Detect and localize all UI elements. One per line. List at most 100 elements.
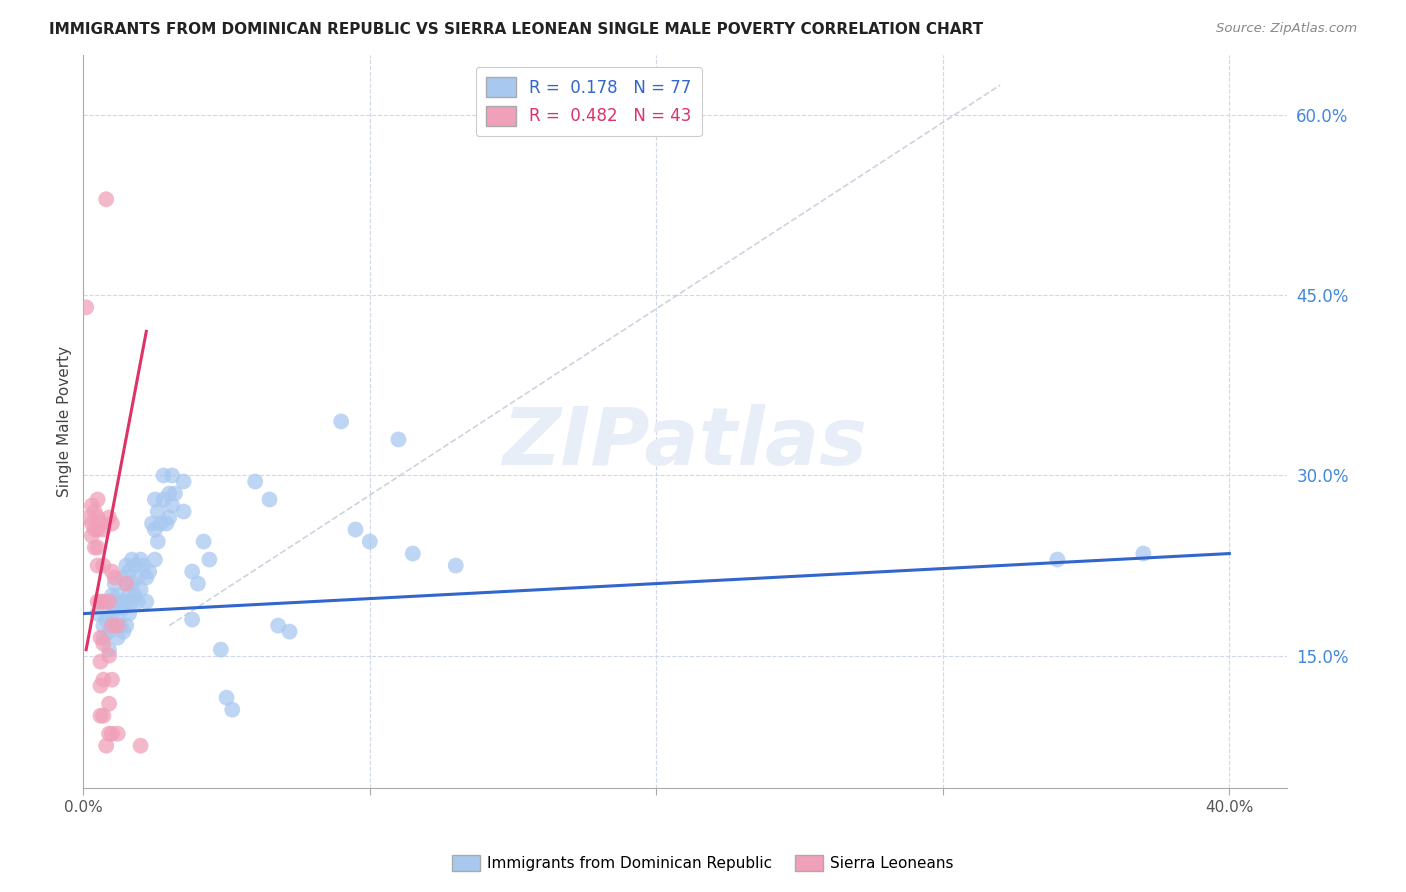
Point	[115, 576, 138, 591]
Point	[104, 571, 127, 585]
Point	[98, 624, 121, 639]
Point	[107, 618, 129, 632]
Point	[124, 558, 146, 573]
Point	[101, 565, 124, 579]
Point	[181, 613, 204, 627]
Point	[209, 642, 232, 657]
Point	[86, 541, 108, 555]
Point	[160, 468, 183, 483]
Point	[344, 523, 367, 537]
Point	[107, 589, 129, 603]
Point	[129, 582, 152, 597]
Point	[193, 534, 215, 549]
Y-axis label: Single Male Poverty: Single Male Poverty	[58, 346, 72, 497]
Point	[402, 547, 425, 561]
Point	[149, 516, 172, 531]
Point	[135, 594, 157, 608]
Point	[141, 516, 163, 531]
Point	[101, 618, 124, 632]
Point	[89, 516, 111, 531]
Point	[115, 618, 138, 632]
Point	[163, 486, 186, 500]
Point	[110, 618, 132, 632]
Point	[89, 631, 111, 645]
Point	[98, 648, 121, 663]
Point	[359, 534, 381, 549]
Point	[80, 516, 103, 531]
Point	[107, 631, 129, 645]
Point	[152, 492, 174, 507]
Point	[83, 541, 105, 555]
Point	[80, 499, 103, 513]
Point	[107, 727, 129, 741]
Point	[118, 589, 141, 603]
Point	[138, 565, 160, 579]
Point	[198, 552, 221, 566]
Point	[98, 594, 121, 608]
Point	[259, 492, 281, 507]
Point	[101, 607, 124, 621]
Point	[127, 594, 149, 608]
Legend: R =  0.178   N = 77, R =  0.482   N = 43: R = 0.178 N = 77, R = 0.482 N = 43	[475, 67, 702, 136]
Point	[101, 727, 124, 741]
Point	[115, 594, 138, 608]
Point	[93, 618, 115, 632]
Point	[89, 594, 111, 608]
Point	[93, 637, 115, 651]
Point	[135, 571, 157, 585]
Point	[86, 523, 108, 537]
Point	[157, 486, 180, 500]
Point	[155, 516, 177, 531]
Point	[152, 468, 174, 483]
Point	[115, 558, 138, 573]
Text: ZIPatlas: ZIPatlas	[502, 404, 868, 483]
Point	[93, 594, 115, 608]
Point	[118, 607, 141, 621]
Point	[118, 565, 141, 579]
Point	[104, 600, 127, 615]
Point	[89, 679, 111, 693]
Point	[104, 576, 127, 591]
Point	[157, 510, 180, 524]
Point	[93, 523, 115, 537]
Point	[83, 523, 105, 537]
Point	[80, 528, 103, 542]
Point	[93, 558, 115, 573]
Point	[112, 571, 135, 585]
Point	[89, 708, 111, 723]
Point	[132, 558, 155, 573]
Point	[278, 624, 301, 639]
Point	[86, 607, 108, 621]
Point	[444, 558, 467, 573]
Point	[101, 618, 124, 632]
Legend: Immigrants from Dominican Republic, Sierra Leoneans: Immigrants from Dominican Republic, Sier…	[446, 849, 960, 877]
Point	[173, 504, 195, 518]
Point	[121, 576, 143, 591]
Point	[124, 589, 146, 603]
Point	[129, 739, 152, 753]
Point	[143, 552, 166, 566]
Point	[143, 492, 166, 507]
Point	[115, 576, 138, 591]
Point	[96, 739, 118, 753]
Text: Source: ZipAtlas.com: Source: ZipAtlas.com	[1216, 22, 1357, 36]
Point	[98, 642, 121, 657]
Point	[96, 613, 118, 627]
Point	[121, 594, 143, 608]
Point	[146, 534, 169, 549]
Point	[146, 504, 169, 518]
Point	[143, 523, 166, 537]
Point	[129, 552, 152, 566]
Point	[112, 624, 135, 639]
Point	[86, 558, 108, 573]
Point	[93, 631, 115, 645]
Point	[101, 516, 124, 531]
Point	[86, 492, 108, 507]
Point	[83, 504, 105, 518]
Point	[215, 690, 238, 705]
Point	[96, 192, 118, 206]
Point	[89, 655, 111, 669]
Point	[127, 571, 149, 585]
Point	[75, 301, 97, 315]
Point	[181, 565, 204, 579]
